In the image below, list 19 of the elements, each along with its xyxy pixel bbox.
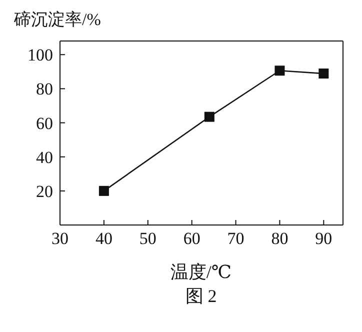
x-tick-label: 80 — [271, 229, 288, 248]
x-tick-label: 30 — [52, 229, 68, 248]
x-tick-label: 60 — [183, 229, 200, 248]
y-tick-label: 40 — [36, 148, 53, 167]
y-tick-label: 60 — [36, 114, 53, 133]
y-axis-title: 碲沉淀率/% — [14, 9, 102, 30]
point — [98, 186, 109, 196]
x-tick-label: 70 — [227, 229, 244, 248]
caption: 图 2 — [184, 285, 218, 308]
x-tick-label: 40 — [95, 229, 112, 248]
x-tick-label: 90 — [315, 229, 332, 248]
point — [318, 68, 329, 79]
point — [274, 66, 285, 76]
x-axis-title: 温度/℃ — [169, 261, 233, 284]
y-tick-label: 80 — [36, 80, 53, 99]
point — [204, 112, 214, 122]
y-tick-label: 100 — [28, 46, 53, 65]
x-tick-label: 50 — [139, 229, 156, 248]
y-tick-label: 20 — [36, 182, 53, 201]
